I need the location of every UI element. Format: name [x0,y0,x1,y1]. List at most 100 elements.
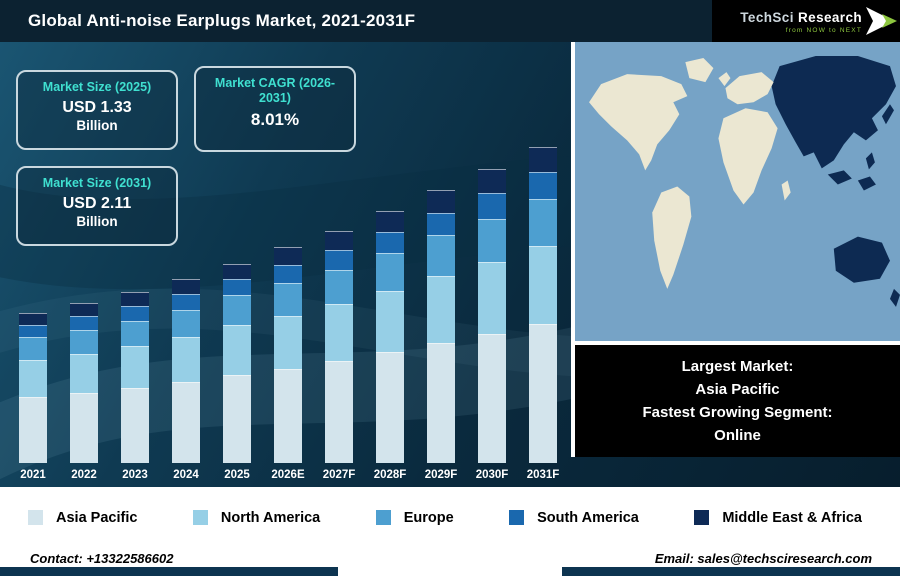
legend-item: North America [192,510,320,526]
x-axis-label: 2029F [424,469,458,481]
bar-segment [172,278,200,294]
world-map-panel [571,42,900,345]
footer-strip-right [562,567,900,576]
market-size-2031-box: Market Size (2031) USD 2.11 Billion [16,166,178,246]
bar-segment [529,323,557,463]
legend-swatch [28,510,43,525]
x-axis-label: 2022 [71,469,97,481]
callout-line-4: Online [714,427,761,444]
logo-tagline: from NOW to NEXT [785,27,862,34]
x-axis-label: 2023 [122,469,148,481]
bar-segment [172,293,200,310]
stacked-bar [223,263,251,463]
bar-segment [478,218,506,262]
stacked-bar [325,230,353,463]
logo-text: TechSci Research from NOW to NEXT [712,8,864,34]
x-axis-label: 2021 [20,469,46,481]
bar-segment [325,361,353,463]
bar-segment [70,392,98,463]
callout-line-2: Asia Pacific [695,381,780,398]
callout-line-1: Largest Market: [681,358,794,375]
callout-line-3: Fastest Growing Segment: [642,404,833,421]
market-size-2025-box: Market Size (2025) USD 1.33 Billion [16,70,178,150]
stacked-bar [376,211,404,463]
bar-segment [376,352,404,463]
bar-segment [427,343,455,463]
bar-column: 2030F [469,169,515,481]
header-bar: Global Anti-noise Earplugs Market, 2021-… [0,0,900,42]
market-size-2025-unit: Billion [76,118,118,133]
bar-segment [121,305,149,321]
bar-segment [274,247,302,265]
bar-segment [223,325,251,375]
bar-segment [121,346,149,388]
world-map [575,42,900,341]
bar-segment [274,265,302,283]
bar-segment [70,302,98,316]
chart-legend: Asia Pacific North America Europe South Ame… [0,487,900,548]
logo-arrow-icon [866,7,897,35]
legend-label: Asia Pacific [56,509,138,526]
bar-segment [223,295,251,325]
techsci-logo: TechSci Research from NOW to NEXT [712,0,900,42]
bar-segment [70,329,98,354]
legend-swatch [509,510,525,525]
bar-column: 2021 [10,313,56,481]
bar-segment [19,313,47,325]
bar-column: 2029F [418,190,464,481]
bar-segment [121,292,149,306]
bar-column: 2025 [214,263,260,481]
bar-segment [274,368,302,463]
bar-segment [274,316,302,369]
legend-item: Asia Pacific [28,510,137,526]
footer-email: Email: sales@techsciresearch.com [654,551,872,566]
bar-segment [325,269,353,304]
bar-column: 2027F [316,230,362,481]
x-axis-label: 2026E [271,469,305,481]
market-size-2031-value: USD 2.11 [62,195,132,212]
bar-segment [223,278,251,295]
stacked-bar [529,146,557,463]
bar-segment [172,310,200,337]
stacked-bar [274,247,302,463]
x-axis-label: 2031F [526,469,560,481]
market-size-2025-label: Market Size (2025) [42,80,152,94]
x-axis-label: 2028F [373,469,407,481]
bar-column: 2031F [520,146,566,481]
bar-segment [427,190,455,213]
legend-swatch [375,510,391,525]
stacked-bar [172,278,200,463]
bar-segment [70,353,98,393]
bar-segment [325,230,353,250]
market-size-2031-unit: Billion [76,214,118,229]
bar-segment [376,290,404,352]
bar-segment [529,172,557,199]
logo-brand: TechSci Research [720,10,862,25]
bar-chart: 2021 2022 2023 2024 2025 2026E 2027F 2028F 2029F… [10,146,566,481]
market-cagr-label: Market CAGR (2026-2031) [214,76,336,105]
bar-segment [121,320,149,346]
bar-segment [529,245,557,324]
bar-column: 2023 [112,292,158,481]
bar-segment [478,193,506,219]
bar-segment [172,382,200,463]
x-axis-label: 2025 [224,469,250,481]
bar-segment [325,304,353,361]
footer-contact: Contact: +13322586602 [30,551,174,566]
legend-swatch [694,510,710,525]
bar-segment [19,359,47,397]
legend-label: South America [537,509,639,526]
stacked-bar [19,313,47,463]
bar-segment [427,275,455,343]
market-cagr-value: 8.01% [250,110,300,129]
legend-swatch [192,510,208,525]
bar-column: 2022 [61,302,107,481]
page-title: Global Anti-noise Earplugs Market, 2021-… [28,11,416,30]
stacked-bar [478,169,506,463]
map-land [589,58,791,289]
logo-brand-first: TechSci [740,10,794,25]
x-axis-label: 2027F [322,469,356,481]
bar-segment [478,262,506,334]
bar-segment [223,263,251,279]
